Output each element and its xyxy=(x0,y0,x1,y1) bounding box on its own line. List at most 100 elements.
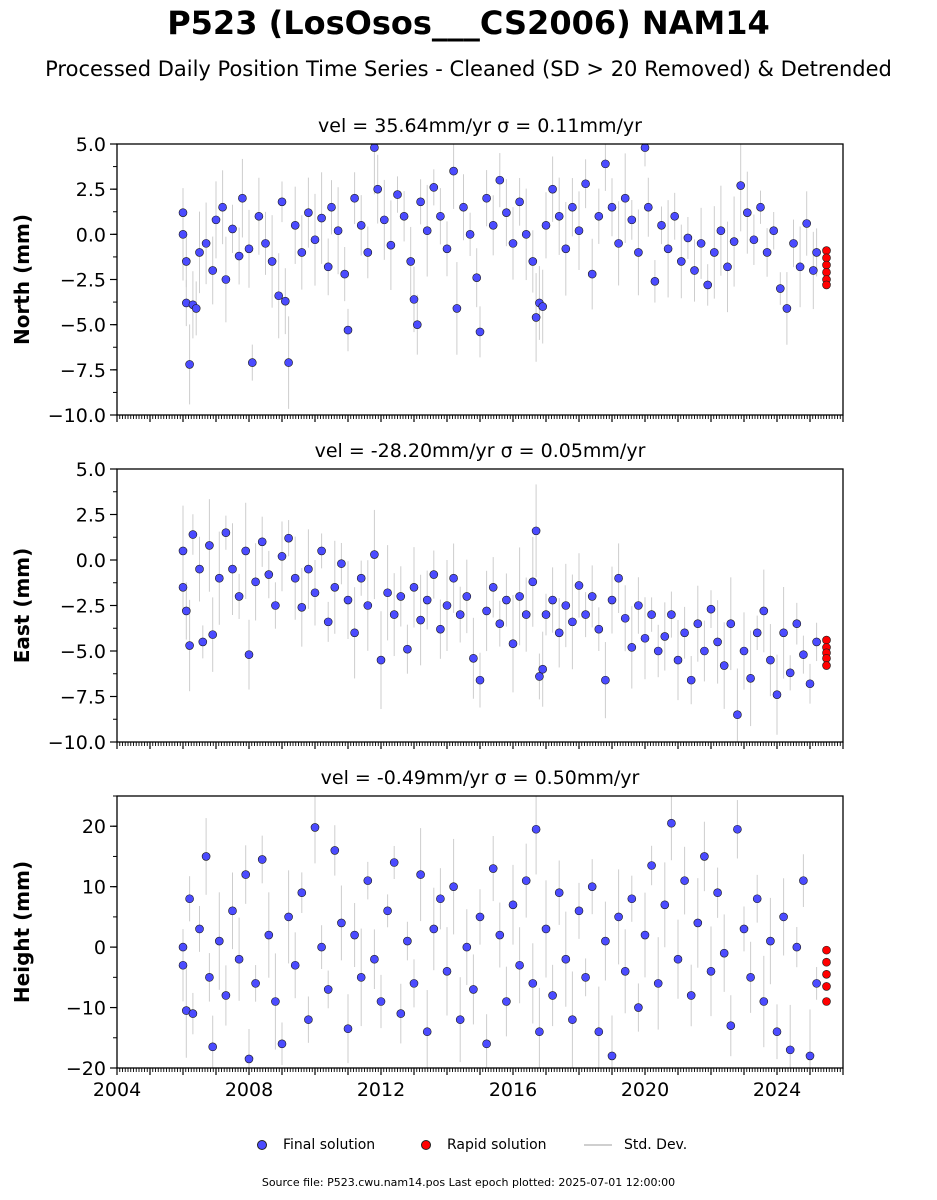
final-solution-point xyxy=(515,960,524,970)
final-solution-point xyxy=(766,936,775,946)
y-axis-label: North (mm) xyxy=(10,214,34,345)
final-solution-point xyxy=(356,973,366,982)
final-solution-point xyxy=(528,257,538,266)
final-solution-point xyxy=(739,646,749,656)
final-solution-point xyxy=(442,966,452,976)
final-solution-point xyxy=(713,888,722,898)
x-tick-label: 2008 xyxy=(225,1079,273,1101)
final-solution-point xyxy=(719,948,729,958)
final-solution-point xyxy=(538,664,548,674)
final-solution-point xyxy=(587,592,597,601)
final-solution-point xyxy=(548,595,557,605)
rapid-solution-point xyxy=(822,957,831,967)
final-solution-point xyxy=(673,655,683,665)
final-solution-point xyxy=(244,1054,254,1064)
final-solution-point xyxy=(290,221,300,230)
final-solution-point xyxy=(290,573,300,583)
final-solution-point xyxy=(700,646,709,656)
final-solution-point xyxy=(502,208,511,217)
final-solution-point xyxy=(436,624,445,634)
final-solution-point xyxy=(554,628,564,638)
final-solution-point xyxy=(762,248,772,257)
final-solution-point xyxy=(465,230,475,239)
legend-final-marker xyxy=(257,1140,267,1150)
panel-title: vel = -28.20mm/yr σ = 0.05mm/yr xyxy=(315,440,646,462)
final-solution-point xyxy=(244,244,254,254)
final-solution-point xyxy=(521,230,531,239)
final-solution-point xyxy=(330,582,340,592)
final-solution-point xyxy=(739,924,749,934)
y-tick-label: −2.5 xyxy=(60,596,106,618)
final-solution-point xyxy=(379,215,389,225)
final-solution-point xyxy=(363,601,373,610)
final-solution-point xyxy=(376,655,386,665)
final-solution-point xyxy=(660,632,670,641)
final-solution-point xyxy=(459,202,468,212)
y-tick-label: 10 xyxy=(82,877,106,899)
rapid-solution-point xyxy=(822,997,831,1006)
y-tick-label: −5.0 xyxy=(60,315,106,337)
final-solution-point xyxy=(594,1027,604,1037)
final-solution-point xyxy=(548,184,557,194)
final-solution-point xyxy=(317,213,326,223)
final-solution-point xyxy=(733,710,742,720)
final-solution-point xyxy=(389,610,399,619)
rapid-solution-point xyxy=(822,945,831,955)
final-solution-point xyxy=(469,985,478,994)
final-solution-point xyxy=(330,846,340,855)
final-solution-point xyxy=(620,193,630,203)
final-solution-point xyxy=(799,650,808,659)
final-solution-point xyxy=(178,582,188,592)
final-solution-point xyxy=(614,239,623,248)
final-solution-point xyxy=(304,208,313,217)
final-solution-point xyxy=(488,221,498,230)
final-solution-point xyxy=(792,619,802,629)
final-solution-point xyxy=(736,181,746,190)
final-solution-point xyxy=(422,226,432,236)
final-solution-point xyxy=(601,936,610,946)
final-solution-point xyxy=(594,211,604,221)
final-solution-point xyxy=(812,637,821,647)
final-solution-point xyxy=(244,650,254,659)
final-solution-point xyxy=(370,954,379,964)
final-solution-point xyxy=(254,211,264,221)
y-axis-label: Height (mm) xyxy=(10,861,34,1003)
final-solution-point xyxy=(680,876,689,885)
final-solution-point xyxy=(436,894,445,904)
final-solution-point xyxy=(766,655,775,665)
rapid-solution-point xyxy=(822,253,831,263)
final-solution-point xyxy=(257,855,267,864)
final-solution-point xyxy=(472,273,482,282)
final-solution-point xyxy=(208,1042,217,1052)
final-solution-point xyxy=(808,266,818,275)
final-solution-point xyxy=(340,269,350,279)
final-solution-point xyxy=(370,550,379,559)
final-solution-point xyxy=(779,912,788,922)
final-solution-point xyxy=(416,870,425,879)
final-solution-point xyxy=(759,997,769,1006)
final-solution-point xyxy=(620,613,630,623)
final-solution-point xyxy=(469,653,478,663)
final-solution-point xyxy=(789,239,798,248)
final-solution-point xyxy=(205,973,214,982)
final-solution-point xyxy=(323,617,333,627)
final-solution-point xyxy=(723,262,732,272)
final-solution-point xyxy=(805,679,815,689)
final-solution-point xyxy=(713,637,722,647)
final-solution-point xyxy=(442,244,452,254)
y-tick-label: 0.0 xyxy=(76,550,106,572)
final-solution-point xyxy=(670,211,680,221)
final-solution-point xyxy=(676,257,686,266)
final-solution-point xyxy=(396,592,406,601)
final-solution-point xyxy=(653,646,663,656)
final-solution-point xyxy=(409,979,419,988)
legend-final: Final solution xyxy=(257,1137,375,1153)
final-solution-point xyxy=(297,603,307,612)
final-solution-point xyxy=(581,610,590,619)
final-solution-point xyxy=(508,239,518,248)
final-solution-point xyxy=(528,979,538,988)
final-solution-point xyxy=(310,235,320,245)
final-solution-point xyxy=(185,894,194,904)
plot-area xyxy=(178,484,831,742)
